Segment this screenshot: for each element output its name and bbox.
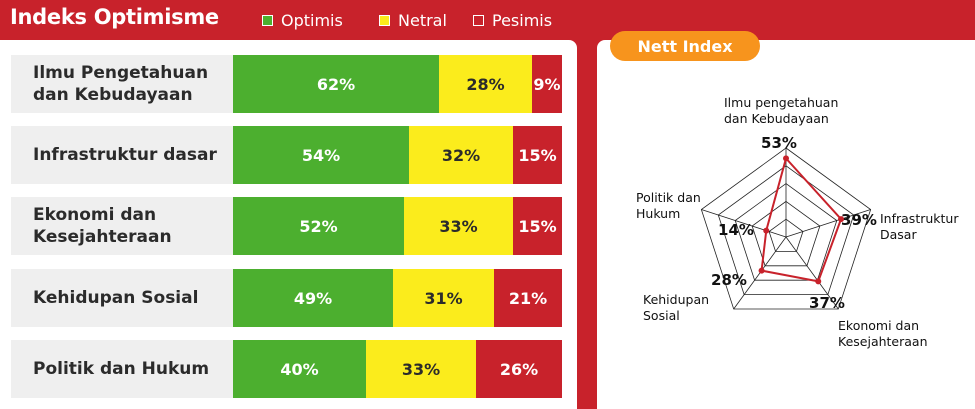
bar-segment-netral: 33%: [404, 197, 513, 255]
legend-swatch-optimis: [262, 15, 273, 26]
header-bar: Indeks Optimisme Optimis Netral Pesimis: [0, 0, 975, 40]
category-label: Ilmu Pengetahuan dan Kebudayaan: [11, 55, 233, 113]
legend-label-optimis: Optimis: [281, 11, 343, 30]
radar-value-label: 39%: [841, 211, 877, 229]
radar-grid-ring: [700, 147, 872, 310]
bar-segment-netral: 32%: [409, 126, 513, 184]
radar-axis-line: [785, 236, 839, 310]
radar-grid-ring: [768, 218, 804, 252]
legend-item-netral: Netral: [379, 11, 447, 30]
radar-grid-ring: [717, 165, 855, 296]
radar-axis-line: [785, 209, 871, 238]
radar-value-label: 28%: [711, 271, 747, 289]
bar-row: Politik dan Hukum 40% 33% 26%: [11, 340, 562, 398]
radar-point: [763, 227, 770, 234]
category-label: Infrastruktur dasar: [11, 126, 233, 184]
legend-swatch-netral: [379, 15, 390, 26]
category-label: Kehidupan Sosial: [11, 269, 233, 327]
legend-label-pesimis: Pesimis: [492, 11, 553, 30]
category-label: Politik dan Hukum: [11, 340, 233, 398]
radar-axis-label: Ilmu pengetahuan dan Kebudayaan: [724, 95, 838, 126]
radar-value-label: 14%: [718, 221, 754, 239]
radar-value-label: 53%: [761, 134, 797, 152]
bar-segment-pesimis: 9%: [532, 55, 562, 113]
radar-axis-label: Ekonomi dan Kesejahteraan: [838, 318, 928, 349]
radar-grid-ring: [751, 200, 821, 267]
radar-point: [758, 267, 765, 274]
bar-segment-optimis: 40%: [233, 340, 366, 398]
bar-row: Infrastruktur dasar 54% 32% 15%: [11, 126, 562, 184]
bar-segment-optimis: 54%: [233, 126, 409, 184]
bar-segment-pesimis: 15%: [513, 126, 562, 184]
bar-segment-netral: 33%: [366, 340, 476, 398]
radar-axis-label: Kehidupan Sosial: [643, 292, 709, 323]
bar-segment-pesimis: 26%: [476, 340, 562, 398]
legend-swatch-pesimis: [473, 15, 484, 26]
chart-title: Indeks Optimisme: [10, 5, 219, 29]
radar-value-label: 37%: [809, 294, 845, 312]
bar-segment-optimis: 62%: [233, 55, 439, 113]
bar-segment-netral: 28%: [439, 55, 532, 113]
radar-point: [783, 155, 789, 162]
radar-grid-ring: [734, 183, 838, 281]
legend-item-optimis: Optimis: [262, 11, 343, 30]
radar-axis-label: Infrastruktur Dasar: [880, 211, 959, 242]
bar-row: Ilmu Pengetahuan dan Kebudayaan 62% 28% 9%: [11, 55, 562, 113]
bar-row: Ekonomi dan Kesejahteraan 52% 33% 15%: [11, 197, 562, 255]
category-label: Ekonomi dan Kesejahteraan: [11, 197, 233, 255]
legend-label-netral: Netral: [398, 11, 447, 30]
radar-series-line: [760, 156, 843, 283]
bar-segment-optimis: 52%: [233, 197, 404, 255]
bar-segment-pesimis: 21%: [494, 269, 562, 327]
legend-item-pesimis: Pesimis: [473, 11, 552, 30]
bar-segment-netral: 31%: [393, 269, 494, 327]
radar-point: [838, 216, 845, 223]
bar-segment-optimis: 49%: [233, 269, 393, 327]
radar-point: [815, 278, 822, 285]
bar-segment-pesimis: 15%: [513, 197, 562, 255]
nett-index-badge: Nett Index: [610, 31, 760, 61]
radar-axis-label: Politik dan Hukum: [636, 190, 701, 221]
bar-row: Kehidupan Sosial 49% 31% 21%: [11, 269, 562, 327]
radar-axis-line: [701, 209, 787, 238]
